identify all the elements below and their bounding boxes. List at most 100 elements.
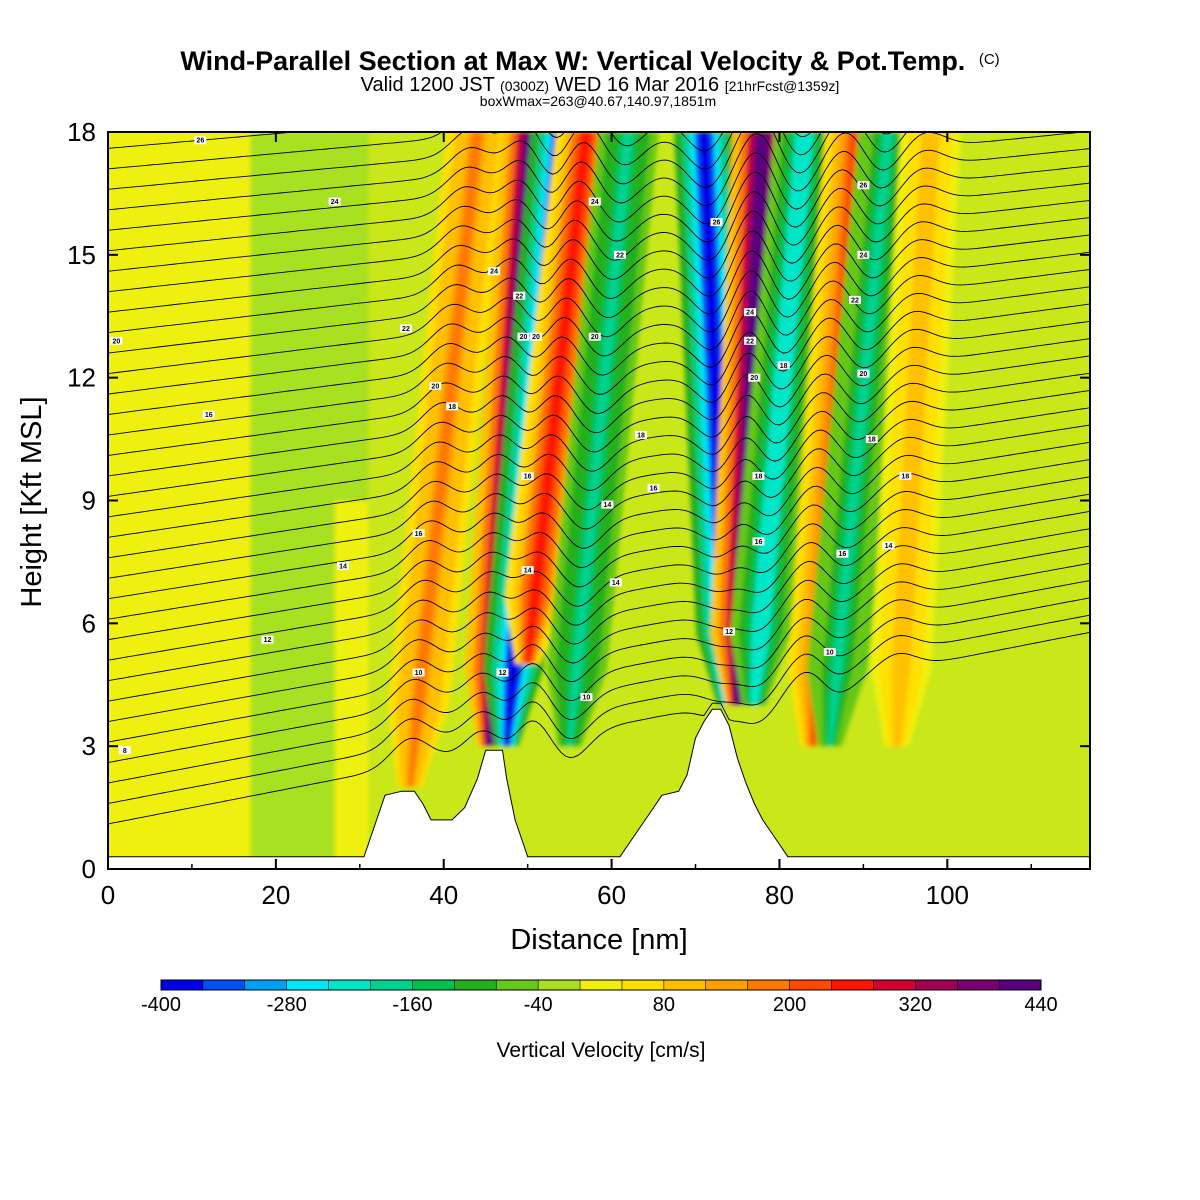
velocity-band-0-level-4 (408, 132, 483, 788)
velocity-band-bg-0 (250, 132, 335, 869)
colorbar-swatch-13 (705, 980, 749, 990)
theta-contour-18 (108, 320, 1090, 456)
contour-label-36: 24 (857, 250, 870, 259)
contour-label-0: 26 (194, 136, 207, 145)
contour-label-22: 18 (634, 430, 647, 439)
colorbar-swatch-12 (663, 980, 707, 990)
colorbar-swatch-3 (286, 980, 330, 990)
theta-contour-7 (108, 510, 1090, 682)
contour-label-26: 10 (580, 693, 593, 702)
colorbar-swatch-11 (621, 980, 665, 990)
contour-label-10: 16 (412, 529, 425, 538)
contour-label-text: 24 (331, 199, 339, 206)
contour-label-38: 20 (857, 369, 870, 378)
y-tick-label-0: 0 (82, 854, 96, 884)
contour-label-25: 14 (609, 578, 622, 587)
contour-label-40: 18 (899, 471, 912, 480)
contour-label-41: 16 (836, 549, 849, 558)
theta-contour-0 (108, 631, 1090, 825)
colorbar-swatch-18 (915, 980, 958, 990)
colorbar-swatch-9 (538, 980, 581, 990)
contour-label-text: 14 (524, 568, 532, 575)
contour-label-text: 14 (603, 502, 611, 509)
contour-label-text: 22 (515, 293, 523, 300)
contour-label-2: 20 (110, 336, 123, 345)
contour-label-31: 18 (752, 471, 765, 480)
contour-label-5: 12 (261, 635, 274, 644)
theta-contour-32 (108, 132, 812, 170)
contour-label-text: 14 (339, 564, 347, 571)
colorbar-tick-label-5: 200 (773, 994, 806, 1016)
x-axis-title: Distance [nm] (510, 924, 687, 956)
contour-label-12: 24 (488, 267, 501, 276)
contour-label-19: 24 (588, 197, 601, 206)
colorbar-title: Vertical Velocity [cm/s] (497, 1039, 706, 1062)
contour-label-text: 20 (591, 334, 599, 341)
contour-label-text: 26 (196, 138, 204, 145)
colorbar-swatch-19 (957, 980, 1000, 990)
colorbar-tick-label-6: 320 (899, 994, 932, 1016)
theta-contour-10 (108, 459, 1090, 620)
colorbar-swatch-1 (202, 980, 246, 990)
contour-label-13: 22 (513, 291, 526, 300)
valid-utc: (0300Z) (500, 78, 549, 94)
contour-label-text: 20 (112, 338, 120, 345)
contour-label-text: 18 (448, 404, 456, 411)
contour-label-text: 20 (859, 371, 867, 378)
theta-contour-19 (108, 303, 1090, 436)
contour-label-11: 10 (412, 668, 425, 677)
x-tick-label-5: 100 (926, 880, 969, 910)
velocity-band-7-level-4 (752, 132, 810, 706)
colorbar: -400 -280 -160 -40 80 200 320 440 (141, 979, 1058, 1016)
theta-contour-17 (108, 338, 1090, 477)
contour-label-text: 22 (616, 252, 624, 259)
theta-contour-27 (108, 165, 1090, 272)
contour-label-18: 12 (496, 668, 509, 677)
contour-label-text: 26 (859, 183, 867, 190)
box-info: boxWmax=263@40.67,140.97,1851m (480, 93, 716, 109)
contour-label-16: 16 (521, 471, 534, 480)
contour-label-37: 22 (848, 295, 861, 304)
colorbar-swatch-4 (328, 980, 372, 990)
contour-label-8: 20 (429, 381, 442, 390)
theta-contour-23 (108, 234, 1090, 354)
theta-contour-13 (108, 407, 1090, 559)
theta-contour-5 (108, 545, 1090, 723)
colorbar-swatch-10 (580, 980, 623, 990)
theta-contour-20 (108, 286, 1090, 415)
contour-label-15: 20 (530, 332, 543, 341)
theta-contour-16 (108, 355, 1090, 497)
theta-contour-1 (108, 614, 1090, 804)
velocity-band-4-level-4 (567, 132, 634, 747)
plot-area: 26 24 20 16 14 12 8 22 20 18 16 10 24 22 20 20 16 14 12 24 2… (108, 132, 1090, 869)
contour-label-text: 10 (583, 695, 591, 702)
theta-contour-31 (108, 132, 894, 190)
theta-contour-8 (108, 493, 1090, 661)
contour-label-text: 16 (415, 531, 423, 538)
contour-label-1: 24 (328, 197, 341, 206)
contour-label-text: 20 (431, 383, 439, 390)
contour-label-21: 20 (588, 332, 601, 341)
contour-label-43: 10 (823, 647, 836, 656)
contour-label-text: 12 (264, 637, 272, 644)
colorbar-swatch-15 (789, 980, 832, 990)
valid-prefix: Valid 1200 JST (361, 74, 495, 96)
theta-contour-21 (108, 269, 1090, 395)
forecast-info: [21hrFcst@1359z] (725, 78, 840, 94)
colorbar-tick-label-7: 440 (1024, 994, 1057, 1016)
contour-label-4: 14 (337, 562, 350, 571)
contour-label-text: 24 (859, 252, 867, 259)
y-tick-label-6: 18 (67, 117, 96, 147)
theta-contour-11 (108, 441, 1090, 600)
colorbar-swatch-2 (244, 980, 288, 990)
valid-date: WED 16 Mar 2016 (555, 74, 720, 96)
theta-contour-14 (108, 389, 1090, 538)
contour-label-39: 18 (865, 435, 878, 444)
theta-contour-9 (108, 476, 1090, 641)
contour-label-text: 12 (725, 629, 733, 636)
contour-label-3: 16 (202, 410, 215, 419)
colorbar-frame (160, 979, 1042, 991)
theta-contour-3 (108, 580, 1090, 763)
contour-label-17: 14 (521, 566, 534, 575)
